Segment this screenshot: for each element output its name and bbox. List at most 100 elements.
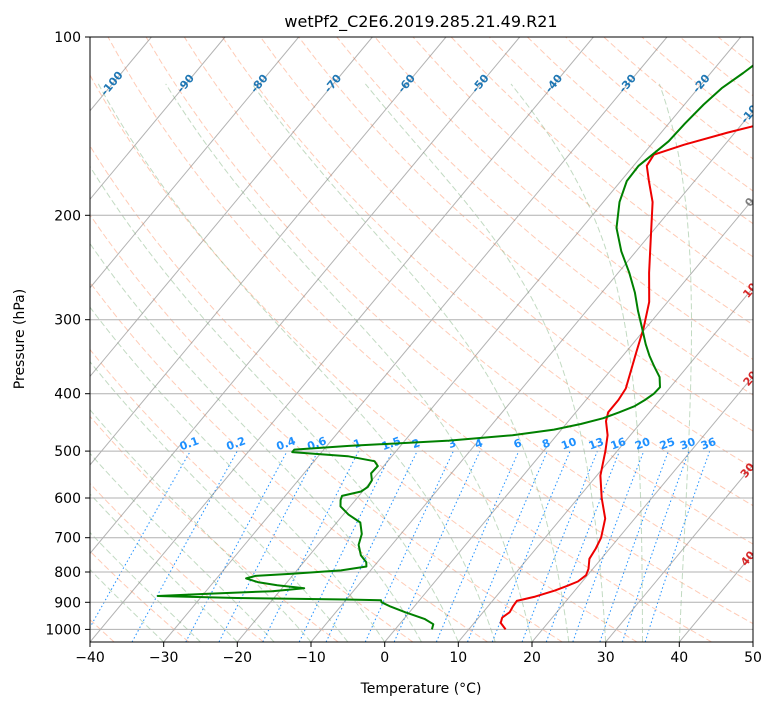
dry-adiabat-line [90, 281, 488, 642]
mixing-ratio-label: 30 [678, 435, 697, 453]
mixing-ratio-label: 4 [473, 436, 485, 451]
y-tick-label: 700 [54, 531, 81, 547]
mixing-ratio-line [545, 450, 620, 642]
mixing-ratio-line [572, 450, 645, 642]
mixing-ratio-line [393, 450, 481, 642]
x-tick-label: −20 [223, 650, 253, 666]
dry-adiabat-line [298, 37, 753, 432]
mixing-ratio-label: 16 [609, 435, 628, 453]
x-tick-label: 50 [744, 650, 762, 666]
isotherm-line [163, 37, 668, 642]
mixing-ratio-label: 20 [633, 435, 652, 453]
chart-title: wetPf2_C2E6.2019.285.21.49.R21 [284, 12, 557, 32]
isotherm-line [90, 37, 594, 642]
moist-adiabat-lines [90, 83, 692, 642]
y-tick-label: 600 [54, 491, 81, 507]
moist-adiabat-line [365, 83, 607, 642]
pressure-grid-lines [90, 37, 753, 630]
skewed-isotherm-lines [90, 37, 753, 642]
x-tick-label: 30 [597, 650, 615, 666]
y-tick-label: 200 [54, 208, 81, 224]
dry-adiabat-line [260, 37, 753, 469]
mixing-ratio-label: 8 [540, 436, 552, 451]
y-tick-label: 300 [54, 313, 81, 329]
mixing-ratio-label: 10 [559, 435, 578, 453]
dry-adiabat-line [450, 37, 753, 292]
mixing-ratio-label: 25 [658, 435, 677, 452]
isotherm-label: 0 [742, 195, 757, 209]
dry-adiabat-line [90, 415, 339, 642]
moist-adiabat-line [251, 83, 570, 642]
isotherm-line [605, 464, 753, 642]
x-tick-label: 20 [523, 650, 541, 666]
y-axis-label: Pressure (hPa) [12, 289, 28, 389]
isotherm-line [90, 37, 300, 289]
moist-adiabat-line [90, 531, 201, 642]
dry-adiabat-line [90, 145, 638, 642]
y-tick-label: 100 [54, 30, 81, 46]
mixing-ratio-label: 1 [352, 436, 364, 451]
mixing-ratio-label: 0.1 [178, 434, 201, 453]
isotherm-line [310, 110, 753, 642]
dry-adiabat-line [183, 37, 753, 545]
dry-adiabat-line [90, 482, 264, 642]
isotherm-line [90, 37, 447, 466]
y-tick-label: 500 [54, 444, 81, 460]
moist-adiabat-line [90, 452, 275, 642]
moist-adiabat-line [658, 83, 692, 642]
mixing-ratio-line [262, 450, 360, 642]
moist-adiabat-line [97, 83, 496, 642]
mixing-ratio-label: 6 [512, 436, 524, 451]
temperature-line [499, 125, 753, 631]
dry-adiabat-line [145, 37, 753, 584]
dry-adiabat-line [90, 74, 712, 642]
mixing-ratio-line [298, 450, 393, 642]
isotherm-line [384, 198, 753, 642]
x-tick-label: 40 [670, 650, 688, 666]
isotherm-line [90, 37, 373, 378]
y-tick-label: 400 [54, 387, 81, 403]
dewpoint-line [156, 64, 753, 630]
mixing-ratio-line [521, 450, 598, 642]
dry-adiabat-line [107, 37, 753, 625]
moist-adiabat-line [90, 306, 386, 642]
mixing-ratio-line [185, 450, 288, 642]
y-tick-label: 900 [54, 595, 81, 611]
mixing-ratio-label: 13 [587, 435, 606, 452]
dry-adiabat-line [90, 213, 563, 642]
mixing-ratio-line [467, 450, 548, 642]
moist-adiabat-line [90, 242, 422, 642]
dry-adiabat-line [412, 37, 753, 326]
y-tick-label: 1000 [45, 622, 81, 638]
y-tick-label: 800 [54, 565, 81, 581]
sounding-series [156, 64, 753, 631]
isotherm-line [531, 375, 753, 642]
mixing-ratio-line [644, 450, 711, 642]
moist-adiabat-line [90, 165, 459, 642]
moist-adiabat-line [90, 408, 312, 642]
moist-adiabat-line [90, 493, 238, 642]
isotherm-line [236, 37, 742, 642]
x-tick-label: −40 [75, 650, 105, 666]
moist-adiabat-line [90, 568, 165, 642]
mixing-ratio-line [621, 450, 690, 642]
isotherm-line [90, 37, 521, 555]
isotherm-line [90, 37, 226, 201]
x-tick-label: −30 [149, 650, 179, 666]
mixing-ratio-line [599, 450, 669, 642]
mixing-ratio-label: 36 [699, 435, 718, 453]
mixing-ratio-label: 0.2 [225, 434, 248, 453]
x-tick-label: 10 [449, 650, 467, 666]
x-tick-label: 0 [380, 650, 389, 666]
plot-frame [89, 36, 754, 643]
dry-adiabat-line [221, 37, 753, 507]
mixing-ratio-label: 3 [446, 436, 458, 451]
mixing-ratio-line [435, 450, 520, 642]
axes-ticks: −40 −30 −20 −10 0 10 20 30 40 5010020030040050060… [45, 30, 762, 666]
mixing-ratio-label: 0.4 [275, 434, 298, 453]
dry-adiabat-line [90, 550, 190, 642]
x-tick-label: −10 [296, 650, 326, 666]
x-axis-label: Temperature (°C) [360, 681, 482, 697]
isotherm-line [457, 287, 753, 642]
